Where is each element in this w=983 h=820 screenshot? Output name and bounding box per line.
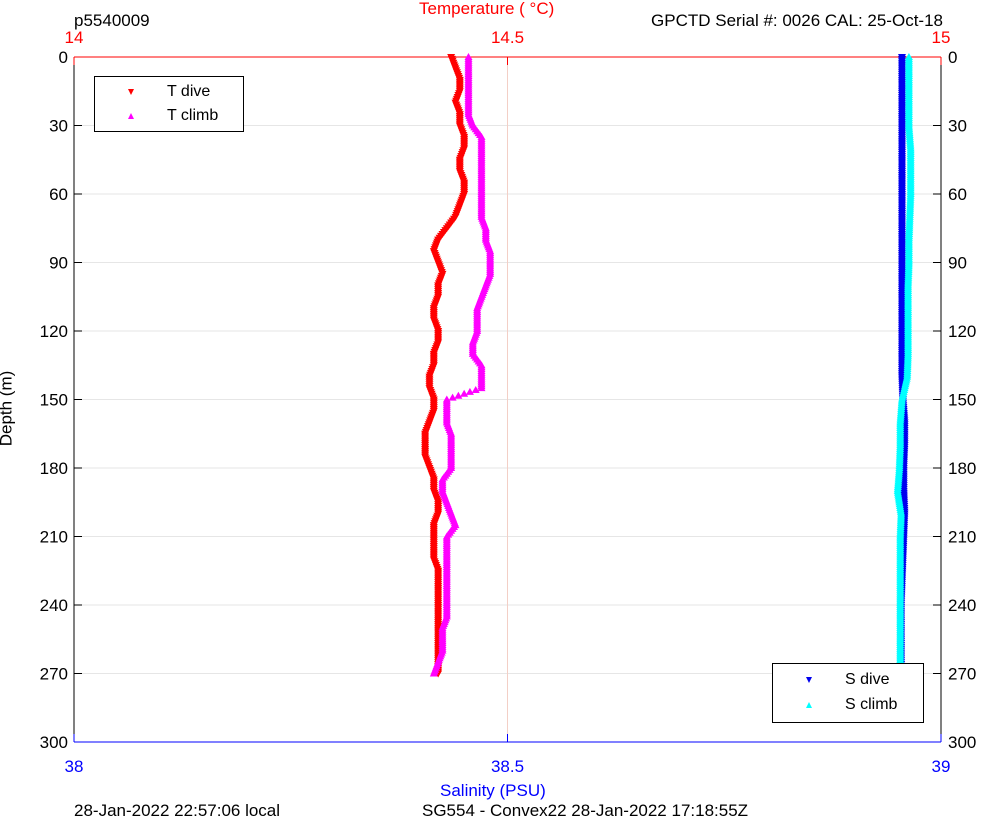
depth-tick-label-left: 120 — [40, 322, 68, 341]
local-time-label: 28-Jan-2022 22:57:06 local — [74, 801, 281, 820]
legend-label-t-climb: T climb — [167, 107, 219, 124]
depth-tick-label-left: 270 — [40, 665, 68, 684]
depth-tick-label-right: 270 — [948, 665, 976, 684]
salinity-tick-label: 39 — [932, 757, 951, 776]
t-climb-point — [477, 384, 486, 392]
temperature-tick-label: 15 — [932, 28, 951, 47]
salinity-tick-label: 38.5 — [491, 757, 524, 776]
legend-entry-t-climb: T climb — [95, 105, 218, 127]
depth-tick-label-left: 300 — [40, 733, 68, 752]
depth-tick-label-left: 90 — [49, 254, 68, 273]
s-climb-marker-icon — [773, 694, 813, 716]
t-climb-marker-icon — [95, 105, 135, 127]
depth-tick-label-left: 180 — [40, 459, 68, 478]
depth-axis-label: Depth (m) — [0, 370, 16, 447]
depth-tick-label-right: 30 — [948, 117, 967, 136]
depth-tick-label-right: 210 — [948, 528, 976, 547]
temperature-legend: T dive T climb — [94, 76, 244, 132]
salinity-legend: S dive S climb — [772, 663, 924, 723]
depth-tick-label-right: 180 — [948, 459, 976, 478]
temperature-tick-label: 14.5 — [491, 28, 524, 47]
t-climb-point — [429, 669, 438, 677]
salinity-axis-label: Salinity (PSU) — [440, 781, 546, 800]
legend-label-s-dive: S dive — [845, 671, 890, 688]
depth-tick-label-right: 0 — [948, 48, 957, 67]
t-climb-point — [454, 391, 463, 399]
t-dive-marker-icon — [95, 81, 135, 103]
salinity-tick-label: 38 — [65, 757, 84, 776]
mission-info-label: SG554 - Convex22 28-Jan-2022 17:18:55Z — [422, 801, 749, 820]
depth-tick-label-left: 30 — [49, 117, 68, 136]
s-dive-marker-icon — [773, 669, 813, 691]
depth-tick-label-right: 90 — [948, 254, 967, 273]
temperature-axis-label: Temperature ( °C) — [419, 0, 555, 18]
profile-id-label: p5540009 — [74, 11, 150, 30]
legend-entry-s-climb: S climb — [773, 694, 897, 716]
legend-label-t-dive: T dive — [167, 83, 211, 100]
depth-tick-label-left: 210 — [40, 528, 68, 547]
depth-tick-label-right: 120 — [948, 322, 976, 341]
legend-label-s-climb: S climb — [845, 696, 898, 713]
t-climb-point — [471, 385, 480, 393]
depth-tick-label-left: 0 — [59, 48, 68, 67]
t-climb-point — [448, 393, 457, 401]
legend-entry-s-dive: S dive — [773, 669, 889, 691]
depth-tick-label-left: 150 — [40, 391, 68, 410]
depth-tick-label-right: 300 — [948, 733, 976, 752]
t-climb-point — [465, 387, 474, 395]
t-climb-point — [460, 389, 469, 397]
depth-tick-label-left: 240 — [40, 596, 68, 615]
depth-tick-label-right: 240 — [948, 596, 976, 615]
depth-tick-label-right: 150 — [948, 391, 976, 410]
depth-tick-label-right: 60 — [948, 185, 967, 204]
temperature-tick-label: 14 — [65, 28, 84, 47]
sensor-info-label: GPCTD Serial #: 0026 CAL: 25-Oct-18 — [651, 11, 943, 30]
legend-entry-t-dive: T dive — [95, 81, 210, 103]
depth-tick-label-left: 60 — [49, 185, 68, 204]
